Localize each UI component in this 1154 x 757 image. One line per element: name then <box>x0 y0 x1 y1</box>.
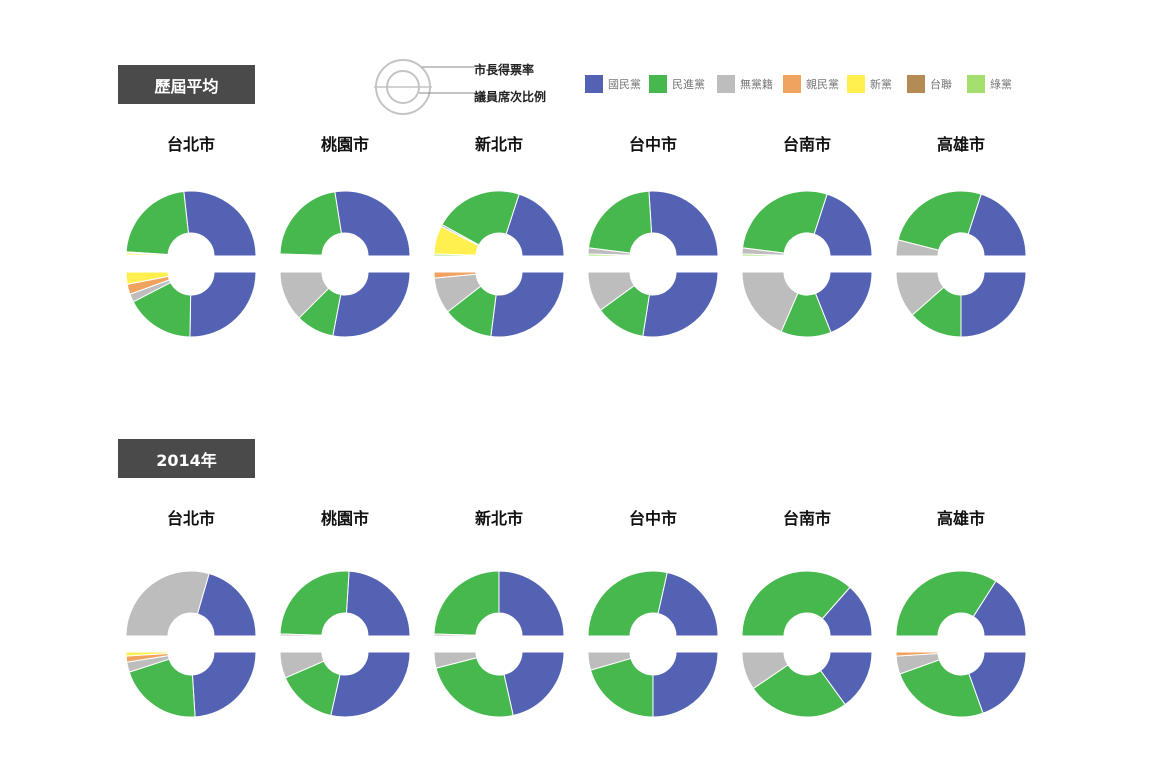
mayor-slice-0 <box>345 570 411 637</box>
mayor-slice-2 <box>895 239 940 257</box>
mayor-slice-1 <box>895 570 997 637</box>
mayor-slice-3 <box>587 253 631 257</box>
legend-item-5: 台聯 <box>907 75 952 93</box>
legend-label: 台聯 <box>930 78 952 91</box>
ring-legend-mayor-label: 市長得票率 <box>474 63 535 77</box>
council-slice-2 <box>741 651 789 690</box>
legend-label: 親民黨 <box>806 78 839 91</box>
city-title: 桃園市 <box>320 509 369 528</box>
council-slice-2 <box>279 651 325 679</box>
mayor-slice-0 <box>498 570 565 637</box>
mayor-slice-1 <box>587 570 668 637</box>
council-slice-2 <box>587 651 632 671</box>
council-slice-2 <box>433 651 478 669</box>
council-slice-2 <box>587 271 636 311</box>
legend-swatch <box>907 75 925 93</box>
mayor-slice-4 <box>433 253 477 257</box>
council-slice-4 <box>125 651 169 657</box>
city-title: 桃園市 <box>320 135 369 154</box>
mayor-slice-0 <box>813 193 873 257</box>
mayor-slice-1 <box>125 570 210 637</box>
mayor-slice-2 <box>433 633 477 637</box>
city-title: 台中市 <box>628 135 677 154</box>
mayor-slice-3 <box>741 253 785 257</box>
mayor-slice-1 <box>279 191 342 256</box>
mayor-slice-1 <box>741 570 851 637</box>
section-header-average: 歷屆平均 <box>118 65 255 104</box>
council-slice-1 <box>435 657 514 718</box>
mayor-slice-0 <box>505 193 565 257</box>
legend-swatch <box>717 75 735 93</box>
mayor-slice-0 <box>334 190 411 257</box>
city-title: 新北市 <box>474 135 523 154</box>
council-slice-3 <box>433 271 477 279</box>
mayor-slice-1 <box>279 570 350 636</box>
city-title: 高雄市 <box>936 135 985 154</box>
council-slice-0 <box>960 271 1027 338</box>
council-slice-0 <box>503 651 565 717</box>
legend-item-1: 民進黨 <box>649 75 705 93</box>
council-slice-0 <box>814 271 873 334</box>
legend-label: 無黨籍 <box>740 78 773 91</box>
legend-item-3: 親民黨 <box>783 75 839 93</box>
legend-item-0: 國民黨 <box>585 75 641 93</box>
city-title: 台中市 <box>628 509 677 528</box>
council-slice-2 <box>741 271 799 333</box>
mayor-slice-0 <box>196 572 257 637</box>
mayor-slice-1 <box>433 570 500 636</box>
city-title: 台北市 <box>166 135 215 154</box>
legend-item-6: 綠黨 <box>967 75 1012 93</box>
council-slice-0 <box>642 271 719 338</box>
council-slice-2 <box>279 271 330 319</box>
council-slice-0 <box>652 651 719 718</box>
legend-label: 民進黨 <box>672 78 705 91</box>
legend-swatch <box>649 75 667 93</box>
council-slice-1 <box>752 664 846 718</box>
city-title: 高雄市 <box>936 509 985 528</box>
ring-legend-icon <box>374 59 474 115</box>
city-title: 台北市 <box>166 509 215 528</box>
ring-legend-council-label: 議員席次比例 <box>474 90 547 104</box>
legend-item-4: 新黨 <box>847 75 892 93</box>
legend-swatch <box>783 75 801 93</box>
mayor-slice-2 <box>279 633 323 637</box>
council-slice-0 <box>189 271 257 338</box>
council-slice-2 <box>895 271 945 316</box>
council-slice-0 <box>330 651 411 718</box>
council-slice-4 <box>125 271 170 285</box>
mayor-slice-0 <box>648 190 719 257</box>
legend-label: 新黨 <box>870 78 892 91</box>
mayor-slice-0 <box>967 193 1027 257</box>
council-slice-1 <box>589 657 654 718</box>
legend-swatch <box>847 75 865 93</box>
legend-label: 綠黨 <box>990 78 1012 91</box>
council-slice-0 <box>332 271 411 338</box>
mayor-slice-1 <box>897 190 982 251</box>
city-title: 新北市 <box>474 509 523 528</box>
mayor-slice-1 <box>741 190 828 254</box>
mayor-slice-1 <box>125 190 190 256</box>
legend-swatch <box>585 75 603 93</box>
mayor-slice-3 <box>279 254 323 257</box>
mayor-slice-1 <box>441 190 520 246</box>
mayor-slice-0 <box>657 571 719 637</box>
council-slice-0 <box>191 651 257 718</box>
city-title: 台南市 <box>782 509 831 528</box>
council-slice-0 <box>490 271 565 338</box>
legend-item-2: 無黨籍 <box>717 75 773 93</box>
mayor-slice-4 <box>125 254 169 257</box>
council-slice-1 <box>128 658 196 718</box>
legend-label: 國民黨 <box>608 78 641 91</box>
council-slice-3 <box>895 651 939 657</box>
mayor-slice-0 <box>183 190 257 257</box>
legend-swatch <box>967 75 985 93</box>
mayor-slice-1 <box>587 190 653 254</box>
council-slice-1 <box>899 659 984 718</box>
city-title: 台南市 <box>782 135 831 154</box>
section-header-2014: 2014年 <box>118 439 255 478</box>
